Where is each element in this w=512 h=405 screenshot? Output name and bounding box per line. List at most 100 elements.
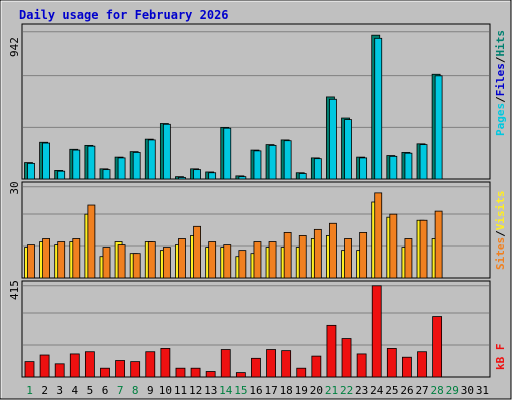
bar-hits: [419, 144, 428, 180]
bar-kbytes: [341, 338, 352, 378]
bar-hits: [223, 127, 232, 180]
bar-visits: [57, 241, 66, 279]
bar-hits: [87, 145, 96, 180]
bar-visits: [313, 228, 322, 279]
bar-visits: [389, 213, 398, 279]
x-tick-label: 27: [415, 384, 428, 397]
bar-hits: [132, 152, 141, 180]
bar-kbytes: [266, 349, 276, 378]
bar-hits: [344, 119, 352, 180]
bar-visits: [434, 210, 443, 279]
x-tick-label: 10: [159, 384, 172, 397]
x-tick-label: 17: [264, 384, 277, 397]
x-tick-label: 25: [385, 384, 398, 397]
x-tick-label: 3: [56, 384, 63, 397]
legend-files: Files: [494, 63, 507, 96]
bar-visits: [42, 238, 50, 279]
legend-kbytes: kB F: [494, 344, 507, 371]
bar-kbytes: [296, 367, 307, 378]
x-tick-label: 13: [204, 384, 217, 397]
bar-kbytes: [160, 348, 171, 378]
bar-kbytes: [220, 349, 231, 378]
bar-hits: [313, 158, 322, 180]
x-tick-label: 2: [41, 384, 48, 397]
kbytes-ymax-label: 415: [8, 280, 21, 300]
bar-visits: [102, 247, 111, 279]
bar-hits: [298, 173, 307, 180]
x-tick-label: 29: [446, 384, 459, 397]
bar-visits: [329, 222, 337, 279]
bar-hits: [238, 176, 247, 180]
bar-kbytes: [84, 351, 95, 378]
bar-visits: [193, 225, 201, 279]
x-tick-label: 4: [72, 384, 79, 397]
x-tick-label: 12: [189, 384, 202, 397]
bar-hits: [268, 144, 277, 180]
x-tick-label: 28: [431, 384, 444, 397]
legend-separator: /: [494, 56, 507, 63]
bar-hits: [253, 150, 262, 180]
bar-visits: [147, 241, 156, 279]
x-tick-label: 19: [295, 384, 308, 397]
bar-hits: [374, 37, 383, 180]
x-tick-label: 9: [147, 384, 154, 397]
bar-hits: [208, 172, 217, 180]
bar-kbytes: [145, 351, 156, 378]
bar-hits: [329, 98, 337, 180]
bar-kbytes: [432, 316, 443, 378]
bar-kbytes: [175, 367, 186, 378]
bar-visits: [132, 253, 141, 279]
bar-hits: [72, 149, 81, 180]
bar-kbytes: [251, 357, 261, 378]
legend-hits: Hits: [494, 30, 507, 57]
bar-hits: [193, 169, 201, 180]
bar-visits: [208, 241, 217, 279]
x-tick-label: 20: [310, 384, 323, 397]
bar-visits: [359, 231, 368, 279]
legend-visits-panel: Sites/Visits: [494, 191, 507, 271]
bar-kbytes: [100, 367, 110, 378]
bar-kbytes: [386, 348, 397, 378]
bar-kbytes: [311, 355, 322, 378]
bar-visits: [298, 235, 307, 279]
bar-kbytes: [326, 324, 337, 378]
x-tick-label: 30: [461, 384, 474, 397]
bar-kbytes: [281, 350, 292, 378]
bar-kbytes: [235, 372, 246, 378]
x-tick-label: 15: [234, 384, 247, 397]
x-tick-label: 11: [174, 384, 187, 397]
bar-hits: [389, 155, 398, 180]
bar-kbytes: [130, 361, 141, 378]
legend-sites: Sites: [494, 237, 507, 270]
bar-kbytes: [190, 367, 201, 378]
hits-ymax-label: 942: [8, 37, 21, 57]
x-tick-label: 5: [87, 384, 94, 397]
bar-visits: [283, 231, 292, 279]
x-tick-label: 24: [370, 384, 384, 397]
bar-kbytes: [39, 354, 50, 378]
bars-layer: [24, 34, 443, 378]
x-tick-label: 18: [280, 384, 293, 397]
x-tick-label: 1: [26, 384, 33, 397]
x-tick-label: 23: [355, 384, 368, 397]
bar-kbytes: [69, 353, 80, 378]
bar-hits: [102, 169, 111, 180]
bar-hits: [404, 152, 413, 180]
bar-visits: [253, 241, 262, 279]
bar-kbytes: [115, 360, 125, 378]
bar-visits: [162, 247, 171, 279]
x-tick-label: 6: [102, 384, 109, 397]
legend-separator: /: [494, 96, 507, 103]
bar-hits: [162, 123, 171, 180]
bar-visits: [178, 238, 186, 279]
bar-hits: [434, 75, 443, 180]
x-tick-label: 16: [249, 384, 262, 397]
x-tick-label: 7: [117, 384, 124, 397]
svg-text:Pages/Files/Hits: Pages/Files/Hits: [494, 30, 507, 136]
bar-hits: [359, 157, 368, 180]
legend-visits: Visits: [494, 191, 507, 231]
bar-hits: [283, 140, 292, 180]
gridlines: [23, 31, 489, 346]
